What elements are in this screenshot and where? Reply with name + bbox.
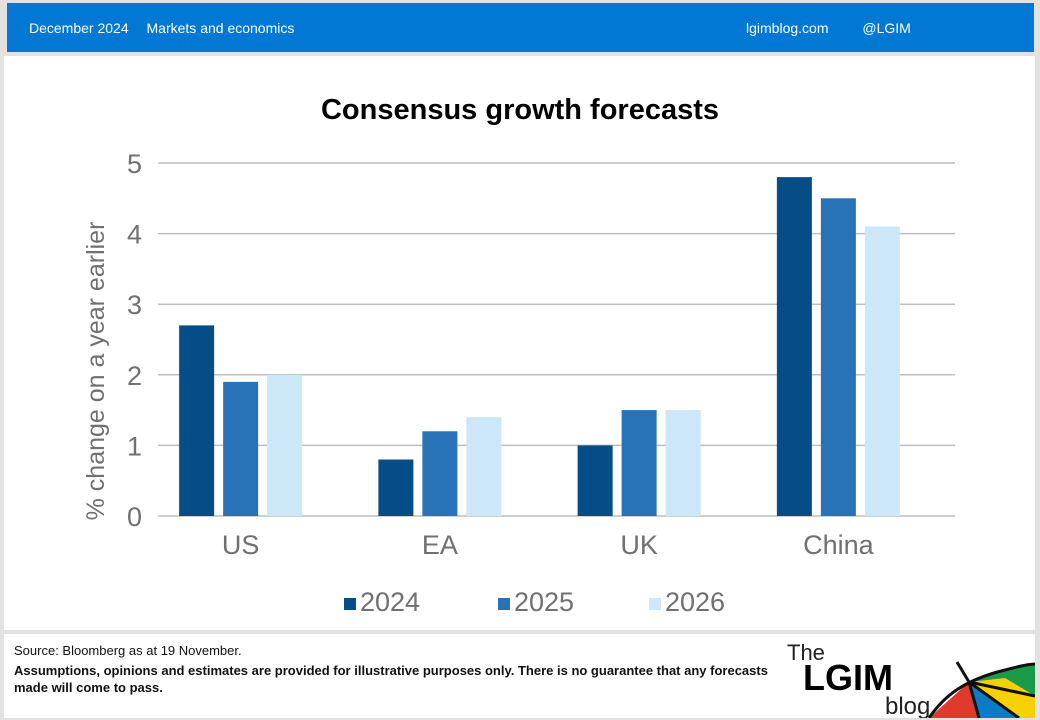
y-tick-label: 5	[127, 149, 142, 179]
x-tick-label: EA	[422, 530, 458, 560]
legend-label-2024: 2024	[360, 587, 420, 617]
legend-swatch-2025	[498, 598, 510, 610]
header-category: Markets and economics	[146, 20, 295, 36]
y-tick-label: 2	[127, 361, 142, 391]
bar-us-2025	[223, 381, 259, 516]
footer: Source: Bloomberg as at 19 November. Ass…	[4, 634, 1035, 718]
legend-swatch-2024	[344, 598, 356, 610]
x-tick-label: China	[803, 530, 875, 560]
legend-label-2025: 2025	[514, 587, 574, 617]
bar-uk-2025	[621, 410, 657, 516]
bar-us-2024	[179, 325, 215, 516]
bar-china-2025	[820, 198, 856, 517]
bar-china-2026	[864, 226, 900, 517]
bar-uk-2026	[665, 410, 701, 516]
y-axis-label: % change on a year earlier	[82, 222, 110, 521]
x-tick-label: UK	[620, 530, 658, 560]
lgim-blog-logo[interactable]: The LGIM blog	[779, 634, 1035, 718]
bar-us-2026	[267, 374, 303, 516]
chart-panel: Consensus growth forecasts % change on a…	[4, 56, 1035, 630]
disclaimer: Assumptions, opinions and estimates are …	[14, 663, 768, 695]
logo-the: The	[787, 640, 825, 665]
bar-chart: Consensus growth forecasts % change on a…	[82, 94, 955, 617]
header-site-link[interactable]: lgimblog.com	[746, 20, 829, 36]
header-handle-link[interactable]: @LGIM	[862, 20, 911, 36]
chart-title: Consensus growth forecasts	[321, 94, 719, 126]
source-note: Source: Bloomberg as at 19 November.	[14, 643, 242, 658]
y-tick-label: 4	[127, 220, 142, 250]
logo-blog: blog	[885, 693, 930, 718]
umbrella-icon	[927, 661, 1035, 718]
logo-name: LGIM	[803, 657, 893, 698]
bar-china-2024	[776, 177, 812, 516]
header-date: December 2024	[29, 20, 129, 36]
header-bar: December 2024 Markets and economics lgim…	[7, 3, 1034, 52]
bar-uk-2024	[577, 445, 613, 516]
y-tick-label: 1	[127, 431, 142, 461]
bar-ea-2025	[422, 431, 458, 516]
legend-swatch-2026	[649, 598, 661, 610]
y-tick-label: 3	[127, 290, 142, 320]
bar-ea-2026	[466, 417, 502, 516]
bar-ea-2024	[378, 459, 414, 516]
x-tick-label: US	[222, 530, 260, 560]
y-tick-label: 0	[127, 502, 142, 532]
legend-label-2026: 2026	[665, 587, 725, 617]
